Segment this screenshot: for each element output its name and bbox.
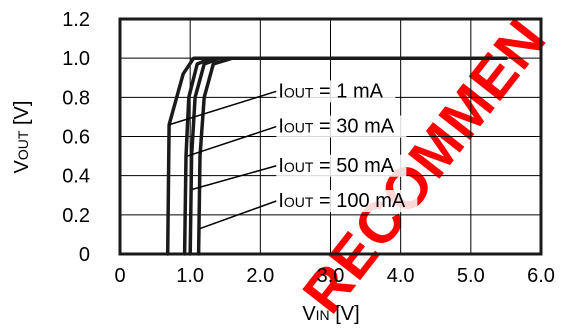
y-tick-label: 1.2 xyxy=(62,9,90,31)
y-tick-label: 0.4 xyxy=(62,166,90,188)
y-tick-label: 0 xyxy=(79,244,90,266)
x-tick-label: 4.0 xyxy=(387,265,415,287)
series-lines xyxy=(165,56,508,256)
annotation-leader-3 xyxy=(192,165,277,191)
x-axis-title: VIN [V] xyxy=(302,303,359,325)
annotation-label-3: IOUT = 50 mA xyxy=(278,155,394,177)
y-tick-label: 0.8 xyxy=(62,87,90,109)
y-tick-label: 1.0 xyxy=(62,48,90,70)
annotation-leader-2 xyxy=(187,125,277,157)
annotation-label-1: IOUT = 1 mA xyxy=(278,80,383,102)
y-tick-label: 0.2 xyxy=(62,205,90,227)
annotation-backing-2 xyxy=(276,115,407,138)
x-tick-label: 3.0 xyxy=(317,265,345,287)
plot-frame xyxy=(118,17,543,256)
x-tick-label: 5.0 xyxy=(457,265,485,287)
annotation-leader-1 xyxy=(168,90,277,126)
annotation-backing-3 xyxy=(276,154,407,177)
annotation-backing-4 xyxy=(276,190,418,212)
axis-titles: VIN [V] VOUT [V] xyxy=(11,101,360,325)
annotation-backing-1 xyxy=(276,80,396,103)
x-tick-label: 6.0 xyxy=(527,265,555,287)
x-tick-label: 2.0 xyxy=(246,265,274,287)
annotations: IOUT = 1 mA IOUT = 30 mA IOUT = 50 mA IOUT … xyxy=(168,80,418,230)
y-tick-label: 0.6 xyxy=(62,127,90,149)
plot-border xyxy=(118,17,543,256)
y-axis-title: VOUT [V] xyxy=(11,101,33,174)
annotation-label-2: IOUT = 30 mA xyxy=(278,116,394,138)
x-tick-label: 0 xyxy=(114,265,125,287)
annotation-leader-4 xyxy=(199,200,277,230)
annotation-label-4: IOUT = 100 mA xyxy=(278,190,406,212)
series-line-4 xyxy=(196,56,508,256)
tick-labels: 0 1.0 2.0 3.0 4.0 5.0 6.0 0 0.2 0.4 0.6 0.8 1.0 1.2 xyxy=(62,9,555,287)
x-tick-label: 1.0 xyxy=(176,265,204,287)
